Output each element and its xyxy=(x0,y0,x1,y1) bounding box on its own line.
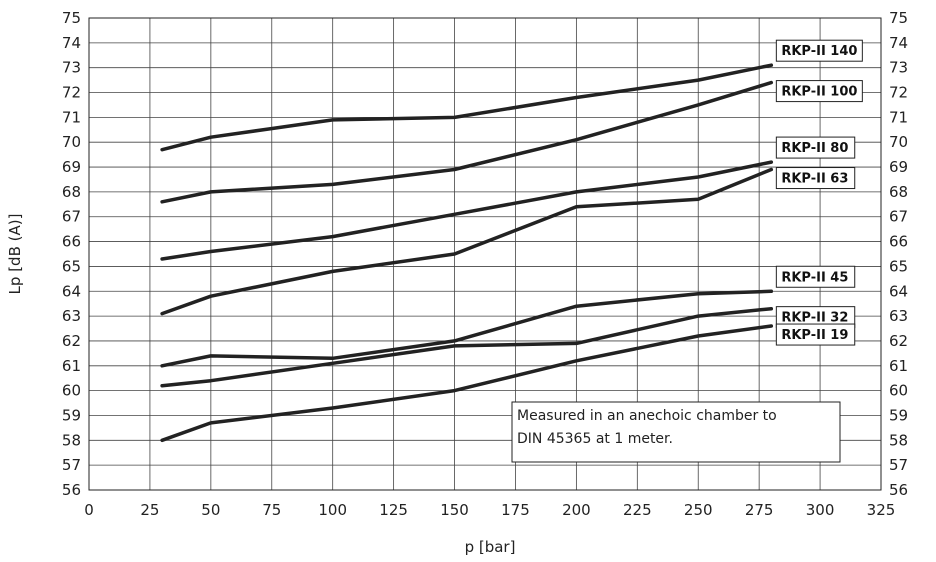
y-tick-label-right: 65 xyxy=(889,257,908,275)
series-line xyxy=(162,309,771,386)
y-tick-label-right: 56 xyxy=(889,481,908,499)
y-tick-label-left: 62 xyxy=(62,332,81,350)
x-tick-label: 250 xyxy=(684,501,713,519)
y-tick-label-left: 73 xyxy=(62,59,81,77)
y-tick-label-left: 59 xyxy=(62,406,81,424)
series-line xyxy=(162,65,771,150)
note-line-2: DIN 45365 at 1 meter. xyxy=(517,431,673,447)
series-label: RKP-II 63 xyxy=(776,168,854,189)
y-tick-label-left: 75 xyxy=(62,9,81,27)
series-line xyxy=(162,291,771,366)
y-tick-label-left: 56 xyxy=(62,481,81,499)
y-tick-label-right: 62 xyxy=(889,332,908,350)
x-tick-label: 275 xyxy=(745,501,774,519)
series-label: RKP-II 45 xyxy=(776,266,854,287)
note-line-1: Measured in an anechoic chamber to xyxy=(517,408,777,424)
y-tick-label-right: 59 xyxy=(889,406,908,424)
series-label-text: RKP-II 63 xyxy=(781,172,848,187)
y-tick-label-right: 64 xyxy=(889,282,908,300)
series-line xyxy=(162,162,771,259)
series-label-text: RKP-II 100 xyxy=(781,85,857,100)
y-tick-label-right: 75 xyxy=(889,9,908,27)
x-tick-label: 0 xyxy=(84,501,94,519)
x-tick-label: 150 xyxy=(440,501,469,519)
series-lines xyxy=(162,65,771,440)
y-tick-label-right: 72 xyxy=(889,84,908,102)
x-tick-label: 25 xyxy=(140,501,159,519)
x-tick-label: 325 xyxy=(867,501,896,519)
y-tick-label-right: 60 xyxy=(889,382,908,400)
y-tick-label-left: 71 xyxy=(62,108,81,126)
series-label-text: RKP-II 140 xyxy=(781,44,857,59)
y-tick-label-left: 72 xyxy=(62,84,81,102)
series-label-text: RKP-II 80 xyxy=(781,141,848,156)
y-tick-label-left: 60 xyxy=(62,382,81,400)
y-tick-label-left: 63 xyxy=(62,307,81,325)
y-tick-label-right: 73 xyxy=(889,59,908,77)
series-labels: RKP-II 140 RKP-II 100 RKP-II 80 RKP-II 63 RK… xyxy=(776,40,862,345)
series-label: RKP-II 100 xyxy=(776,81,862,102)
series-label: RKP-II 80 xyxy=(776,137,854,158)
series-label: RKP-II 19 xyxy=(776,324,854,345)
y-tick-label-left: 64 xyxy=(62,282,81,300)
series-label: RKP-II 140 xyxy=(776,40,862,61)
y-tick-label-right: 67 xyxy=(889,208,908,226)
x-tick-label: 175 xyxy=(501,501,530,519)
y-tick-label-left: 67 xyxy=(62,208,81,226)
y-tick-label-right: 68 xyxy=(889,183,908,201)
x-tick-label: 300 xyxy=(806,501,835,519)
y-tick-label-left: 68 xyxy=(62,183,81,201)
y-tick-label-right: 74 xyxy=(889,34,908,52)
y-tick-label-right: 70 xyxy=(889,133,908,151)
series-label-text: RKP-II 19 xyxy=(781,328,848,343)
y-tick-label-right: 71 xyxy=(889,108,908,126)
x-tick-label: 125 xyxy=(379,501,408,519)
x-axis: 0 25 50 75 100 125 150 175 200 225 250 275 300 325 xyxy=(84,501,895,519)
y-tick-label-left: 69 xyxy=(62,158,81,176)
y-tick-label-right: 61 xyxy=(889,357,908,375)
x-tick-label: 200 xyxy=(562,501,591,519)
y-axis-label: Lp [dB (A)] xyxy=(6,214,24,295)
y-tick-label-left: 65 xyxy=(62,257,81,275)
y-tick-label-left: 74 xyxy=(62,34,81,52)
y-tick-label-left: 66 xyxy=(62,233,81,251)
x-tick-label: 100 xyxy=(318,501,347,519)
series-label-text: RKP-II 32 xyxy=(781,311,848,326)
y-tick-label-left: 57 xyxy=(62,456,81,474)
y-tick-label-left: 61 xyxy=(62,357,81,375)
y-tick-label-right: 63 xyxy=(889,307,908,325)
x-tick-label: 225 xyxy=(623,501,652,519)
y-tick-label-right: 57 xyxy=(889,456,908,474)
x-tick-label: 75 xyxy=(262,501,281,519)
y-axis-left: 56 57 58 59 60 61 62 63 64 65 66 67 68 69 70 71 72 73 74 75 xyxy=(62,9,81,499)
y-tick-label-right: 66 xyxy=(889,233,908,251)
y-tick-label-left: 70 xyxy=(62,133,81,151)
y-axis-right: 56 57 58 59 60 61 62 63 64 65 66 67 68 69 70 71 72 73 74 75 xyxy=(889,9,908,499)
y-tick-label-right: 58 xyxy=(889,431,908,449)
y-tick-label-left: 58 xyxy=(62,431,81,449)
y-tick-label-right: 69 xyxy=(889,158,908,176)
measurement-note: Measured in an anechoic chamber to DIN 4… xyxy=(512,402,840,462)
series-label-text: RKP-II 45 xyxy=(781,270,848,285)
x-tick-label: 50 xyxy=(201,501,220,519)
x-axis-label: p [bar] xyxy=(465,538,516,556)
